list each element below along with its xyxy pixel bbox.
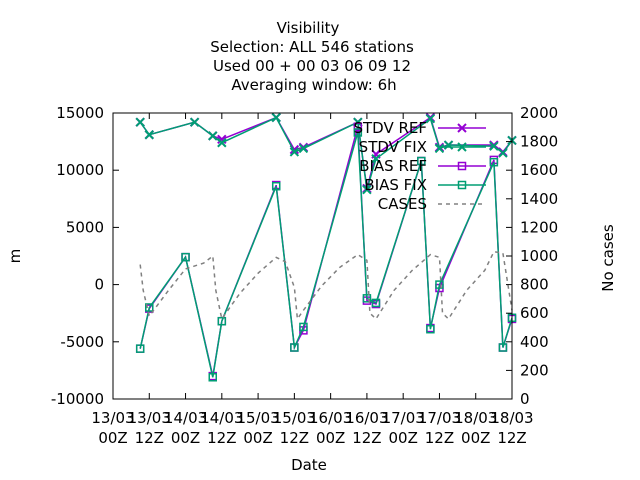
y2-tick-label: 600 <box>520 304 549 322</box>
data-point <box>289 147 300 157</box>
y2-tick-label: 1800 <box>520 133 558 151</box>
data-point <box>435 280 444 289</box>
y2-tick-label: 400 <box>520 333 549 351</box>
x-tick-label-date: 14/03 <box>200 409 243 427</box>
y2-tick-label: 800 <box>520 276 549 294</box>
x-tick-label-hour: 12Z <box>207 429 236 447</box>
x-axis-label: Date <box>291 456 327 474</box>
legend-label: CASES <box>378 195 427 213</box>
data-point <box>362 294 372 303</box>
data-point <box>299 322 308 332</box>
legend-label: BIAS FIX <box>364 176 427 194</box>
y2-tick-label: 1000 <box>520 247 558 265</box>
x-tick-label-date: 13/03 <box>91 409 134 427</box>
axes-layer: -10000 -5000 0 5000 10000 15000 0 200 400 600 800 1… <box>51 104 558 447</box>
x-tick-label-date: 15/03 <box>273 409 316 427</box>
data-point <box>371 298 381 308</box>
data-point <box>353 128 363 137</box>
legend-label: BIAS REF <box>359 157 427 175</box>
chart-title-line-2: Selection: ALL 546 stations <box>210 38 414 56</box>
chart-title-line-4: Averaging window: 6h <box>231 76 396 94</box>
data-point <box>498 148 508 158</box>
x-tick-label-hour: 00Z <box>98 429 127 447</box>
data-point <box>135 117 145 127</box>
data-point <box>135 344 145 353</box>
legend-marker <box>457 123 467 133</box>
data-point <box>417 156 426 166</box>
y2-tick-label: 200 <box>520 361 549 379</box>
x-tick-label-hour: 00Z <box>243 429 272 447</box>
x-tick-label-hour: 12Z <box>425 429 454 447</box>
y2-axis-label: No cases <box>599 224 617 292</box>
data-point <box>425 114 436 124</box>
series-cases <box>139 250 513 322</box>
data-point <box>217 316 227 326</box>
data-point <box>208 373 217 382</box>
y-tick-label: -5000 <box>60 333 104 351</box>
legend-label: STDV FIX <box>359 138 427 156</box>
series-line <box>139 126 513 377</box>
x-tick-label-date: 16/03 <box>345 409 388 427</box>
x-tick-label-hour: 00Z <box>171 429 200 447</box>
x-tick-label-date: 14/03 <box>164 409 207 427</box>
x-tick-label-hour: 12Z <box>352 429 381 447</box>
data-point <box>489 141 499 151</box>
series-line <box>139 132 513 378</box>
x-tick-label-hour: 12Z <box>135 429 164 447</box>
x-tick-label-hour: 12Z <box>497 429 526 447</box>
chart-title-line-1: Visibility <box>277 19 340 37</box>
y2-tick-label: 2000 <box>520 104 558 122</box>
data-point <box>362 184 372 195</box>
x-tick-label-date: 17/03 <box>418 409 461 427</box>
x-tick-label-date: 17/03 <box>382 409 425 427</box>
data-point <box>144 130 154 140</box>
data-point <box>489 157 499 167</box>
y-tick-label: 0 <box>94 276 104 294</box>
data-point <box>189 117 200 127</box>
data-point <box>271 181 281 191</box>
legend-label: STDV REF <box>353 119 427 137</box>
x-tick-label-date: 18/03 <box>454 409 497 427</box>
data-point <box>426 324 435 334</box>
x-tick-label-hour: 00Z <box>388 429 417 447</box>
y-axis-label: m <box>6 249 24 264</box>
x-tick-label-date: 18/03 <box>490 409 533 427</box>
data-point <box>498 343 508 352</box>
data-point <box>434 143 445 154</box>
data-point <box>145 303 154 312</box>
legend-marker <box>457 142 467 152</box>
x-tick-label-date: 13/03 <box>128 409 171 427</box>
data-point <box>353 122 363 131</box>
series-bias-fix <box>135 128 517 382</box>
x-tick-label-hour: 12Z <box>280 429 309 447</box>
series-layer <box>135 112 517 382</box>
data-point <box>371 154 381 164</box>
y2-tick-label: 1400 <box>520 190 558 208</box>
legend-marker <box>457 180 467 190</box>
y-tick-label: 15000 <box>56 104 104 122</box>
y2-tick-label: 1600 <box>520 161 558 179</box>
data-point <box>208 131 218 141</box>
y-tick-label: -10000 <box>51 390 104 408</box>
chart-title-line-3: Used 00 + 00 03 06 09 12 <box>213 57 411 75</box>
legend-marker <box>457 161 467 171</box>
y2-tick-label: 1200 <box>520 218 558 236</box>
y-tick-label: 10000 <box>56 161 104 179</box>
x-tick-label-date: 16/03 <box>309 409 352 427</box>
data-point <box>271 112 281 123</box>
x-tick-label-date: 15/03 <box>236 409 279 427</box>
data-point <box>217 138 227 148</box>
y-tick-label: 5000 <box>66 218 104 236</box>
x-tick-label-hour: 00Z <box>316 429 345 447</box>
x-tick-label-hour: 00Z <box>461 429 490 447</box>
series-line <box>139 250 513 322</box>
data-point <box>298 143 309 154</box>
y2-tick-label: 0 <box>520 390 530 408</box>
series-bias-ref <box>135 122 517 381</box>
data-point <box>181 252 190 262</box>
data-point <box>290 343 299 352</box>
data-point <box>353 117 363 127</box>
